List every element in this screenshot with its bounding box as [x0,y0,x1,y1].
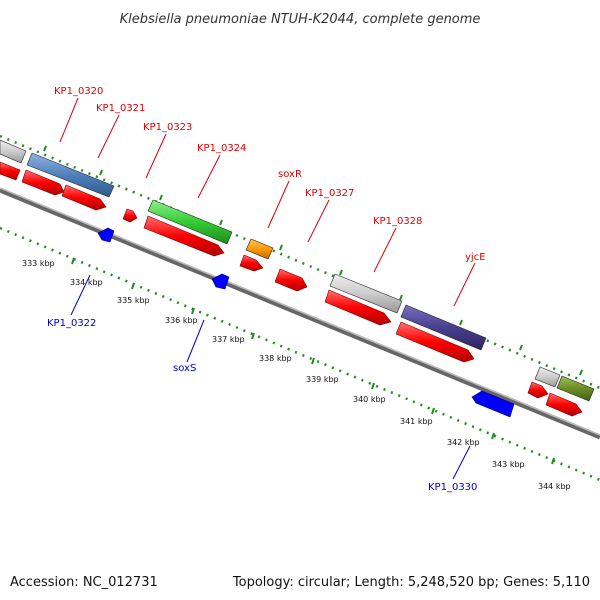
ruler-label: 339 kbp [306,375,339,384]
cds-arrow-reverse [471,390,515,418]
cds-arrow [143,215,225,257]
forward-gene-labels: KP1_0320 KP1_0321 KP1_0323 KP1_0324 soxR… [54,86,486,263]
gene-label-kp1-0322: KP1_0322 [47,318,96,329]
gene-label-kp1-0320: KP1_0320 [54,86,103,97]
feature-bar-gray-left [0,139,27,164]
accession-text: Accession: NC_012731 [10,575,158,590]
cds-arrow [61,184,107,211]
ruler-label: 338 kbp [259,354,292,363]
genome-backbone-highlight [0,187,600,436]
forward-cds-arrows [0,161,583,417]
inner-tick-track [0,226,600,482]
cds-arrow [0,161,21,181]
reverse-label-leaders [70,274,471,480]
feature-bars [0,139,595,402]
ruler-label: 342 kbp [447,438,480,447]
cds-arrow [239,254,264,272]
inner-major-ticks [71,257,555,465]
ruler-label: 335 kbp [117,296,150,305]
genome-summary-text: Topology: circular; Length: 5,248,520 bp… [232,575,590,590]
cds-arrow [545,392,583,417]
forward-label-leaders [59,97,476,307]
feature-bar-gray-right [534,366,561,388]
ruler-label: 341 kbp [400,417,433,426]
cds-arrow [395,321,475,363]
cds-arrow [527,381,549,399]
genome-backbone [0,187,600,440]
ruler-label: 334 kbp [70,278,103,287]
reverse-cds-arrows [97,227,515,418]
feature-bar-purple [400,304,487,351]
cds-arrow [21,169,65,196]
ruler-label: 336 kbp [165,316,198,325]
cds-arrow [122,208,138,223]
ruler-label: 340 kbp [353,395,386,404]
gene-label-yjce: yjcE [465,252,486,263]
map-title: Klebsiella pneumoniae NTUH-K2044, comple… [120,12,481,27]
cds-arrow [274,268,308,292]
ruler-label: 344 kbp [538,482,571,491]
feature-bar-blue [26,152,115,198]
cds-arrow-reverse [211,273,230,290]
reverse-gene-labels: KP1_0322 soxS KP1_0330 [47,318,477,493]
gene-label-kp1-0324: KP1_0324 [197,143,246,154]
gene-label-kp1-0327: KP1_0327 [305,188,354,199]
cds-arrow [324,289,392,326]
outer-major-ticks [43,145,583,376]
cds-arrow-reverse [97,227,115,243]
gene-label-kp1-0321: KP1_0321 [96,103,145,114]
gene-label-kp1-0330: KP1_0330 [428,482,477,493]
ruler-label: 343 kbp [492,460,525,469]
gene-label-kp1-0323: KP1_0323 [143,122,192,133]
feature-bar-orange [245,238,274,260]
ruler-label: 337 kbp [212,335,245,344]
ruler-labels: 333 kbp 334 kbp 335 kbp 336 kbp 337 kbp … [22,259,571,491]
feature-bar-green [147,199,233,245]
feature-bar-olive [556,375,595,402]
feature-bar-gray-mid [329,273,403,314]
gene-label-kp1-0328: KP1_0328 [373,216,422,227]
gene-label-soxr: soxR [278,169,302,180]
ruler-label: 333 kbp [22,259,55,268]
gene-label-soxs: soxS [173,363,196,374]
